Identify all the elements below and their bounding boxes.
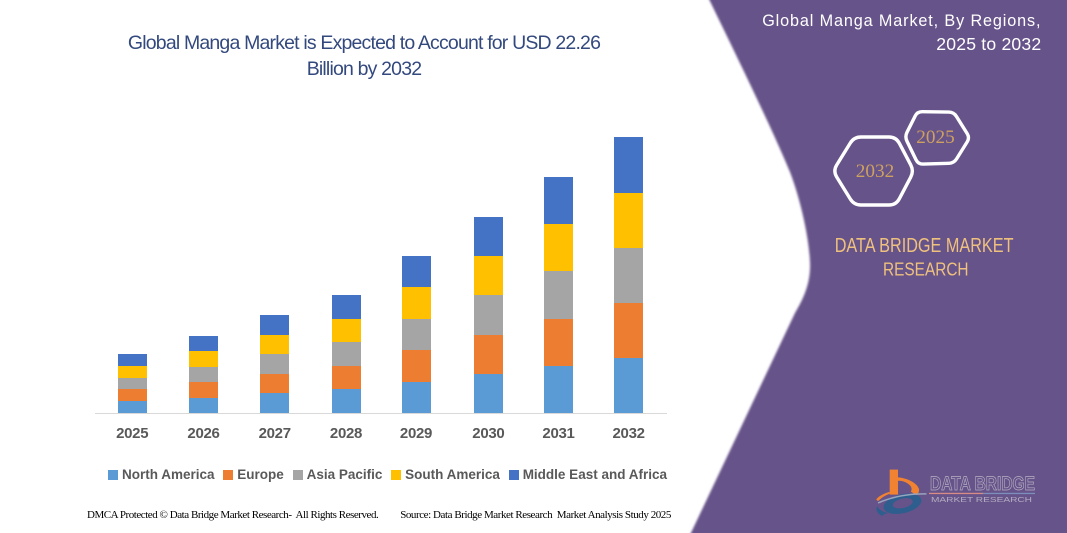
svg-text:RESEARCH: RESEARCH	[883, 259, 969, 280]
svg-text:DATA BRIDGE MARKET: DATA BRIDGE MARKET	[835, 235, 1014, 257]
svg-text:MARKET RESEARCH: MARKET RESEARCH	[931, 495, 1032, 504]
svg-text:DATA BRIDGE: DATA BRIDGE	[930, 474, 1035, 495]
